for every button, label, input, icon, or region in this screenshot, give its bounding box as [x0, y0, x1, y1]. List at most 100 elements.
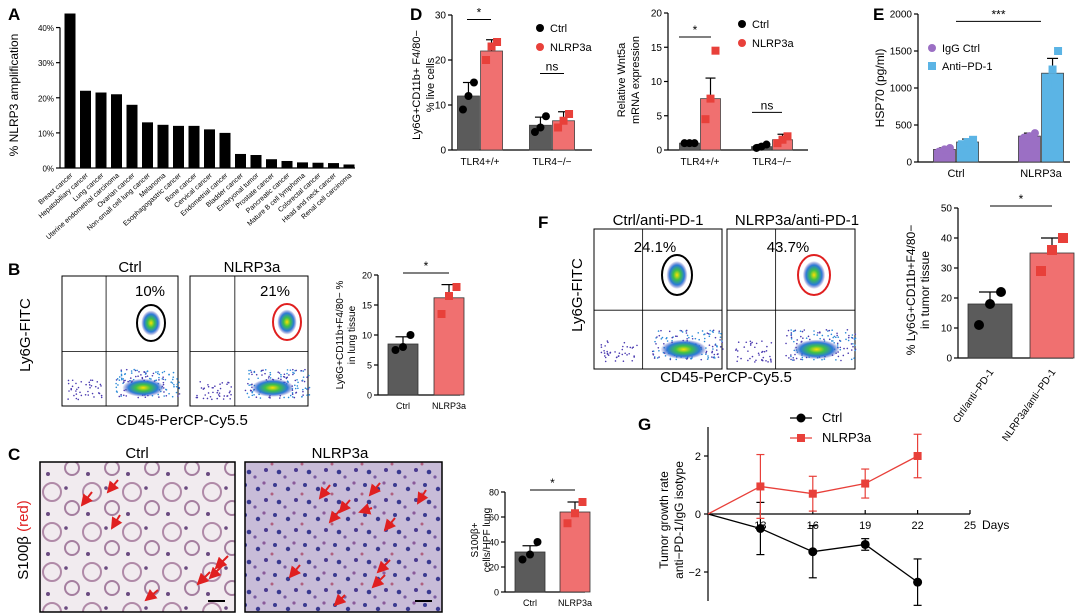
flow-dot: [94, 385, 97, 388]
flow-dot: [292, 368, 294, 371]
flow-dot: [707, 356, 710, 359]
panel-e-point: [958, 140, 967, 149]
flow-dot: [120, 374, 123, 377]
panel-d1-bar: [480, 50, 503, 151]
flow-dot: [603, 352, 606, 354]
flow-dot: [75, 397, 78, 400]
flow-dot: [199, 380, 202, 383]
flow-dot: [293, 396, 296, 399]
flow-dot: [206, 397, 209, 400]
panel-b-sig-label: *: [424, 259, 429, 273]
flow-plot-f-ctrl: [593, 228, 724, 370]
flow-dot: [73, 394, 75, 397]
flow-dot: [260, 369, 263, 372]
legend-antipd1-label: Anti−PD-1: [942, 61, 992, 73]
histology-arrow: [416, 489, 429, 505]
panel-d1-point: [536, 123, 545, 132]
flow-dot: [721, 340, 723, 342]
panel-b-y-tick-label: 0: [367, 391, 372, 401]
flow-dot: [703, 340, 706, 343]
flow-dot: [617, 355, 620, 357]
flow-dot: [116, 391, 118, 393]
flow-dot: [294, 379, 297, 382]
flow-dot: [89, 379, 92, 381]
flow-dot: [711, 330, 714, 332]
flow-dot: [120, 378, 123, 381]
flow-dot: [248, 396, 250, 398]
flow-dot: [165, 388, 167, 391]
flow-dot: [269, 373, 272, 376]
panel-d1-ylabel: % live cells: [425, 57, 437, 112]
panel-a-bar: [95, 92, 107, 168]
panel-label-e: E: [873, 5, 884, 24]
flow-dot: [133, 368, 135, 371]
flow-dot: [719, 336, 722, 338]
panel-f-point: [985, 299, 995, 309]
panel-g-ylabel: Tumor growth rate: [657, 471, 671, 569]
flow-dot: [821, 334, 824, 337]
flow-dot: [100, 396, 103, 399]
flow-dot: [813, 330, 815, 332]
flow-dot: [77, 386, 80, 389]
flow-dot: [87, 394, 90, 396]
flow-dot: [84, 393, 87, 396]
flow-dot: [657, 347, 660, 349]
legend-igg-label: IgG Ctrl: [942, 43, 980, 55]
panel-d1-point: [559, 116, 568, 125]
legend-antipd1-marker: [928, 62, 936, 70]
panel-a-y-tick-label: 0%: [42, 165, 54, 174]
flow-dot: [685, 332, 688, 334]
flow-dot: [621, 353, 624, 356]
flow-dot: [100, 385, 102, 387]
flow-dot: [823, 358, 826, 360]
flow-dot: [207, 383, 209, 386]
panel-d1-y-tick-label: 30: [435, 11, 447, 22]
panel-c-y-tick-label: 0: [494, 588, 499, 598]
flow-dot: [178, 393, 181, 395]
flow-dot: [794, 329, 797, 332]
flow-dot: [122, 382, 124, 385]
panel-a-chart: 0%10%20%30%40%Breast cancerHepatobiliary…: [7, 13, 355, 241]
flow-dot: [847, 336, 850, 339]
flow-dot: [836, 342, 839, 345]
panel-d2-point: [773, 139, 782, 148]
panel-d2-sig-label: ns: [761, 98, 774, 112]
flow-f-ctrl-title: Ctrl/anti-PD-1: [613, 212, 704, 229]
flow-dot: [801, 358, 804, 361]
flow-dot: [91, 392, 94, 395]
panel-a-bar: [111, 94, 122, 168]
flow-dot: [628, 352, 630, 355]
flow-dot: [666, 340, 669, 342]
flow-dot: [88, 384, 91, 386]
flow-dot: [137, 375, 139, 378]
flow-dot: [120, 377, 123, 380]
histology-ctrl-image: [39, 461, 236, 613]
panel-c-sig-label: *: [550, 476, 555, 490]
stain-label: S100β (red): [15, 500, 32, 580]
panel-f-ylabel: % Ly6G+CD11b+F4/80−: [904, 225, 918, 355]
flow-dot: [67, 382, 70, 385]
flow-dot: [607, 341, 609, 344]
panel-d1-point: [493, 38, 502, 46]
flow-dot: [230, 386, 233, 388]
flow-dot: [830, 340, 833, 342]
panel-b-point: [406, 331, 415, 339]
flow-dot: [75, 390, 77, 392]
panel-c-ylabel: cells/HPF lung: [482, 508, 493, 572]
flow-dot: [253, 371, 256, 374]
panel-d1-point: [530, 128, 539, 136]
panel-d2-sig-label: *: [693, 23, 698, 37]
panel-f-y-tick-label: 30: [941, 264, 953, 275]
flow-dot: [291, 393, 294, 396]
panel-e-y-tick-label: 0: [906, 158, 912, 169]
panel-g-point: [913, 577, 923, 587]
flow-dot: [854, 349, 856, 352]
panel-g-xlabel: Days: [982, 518, 1009, 532]
panel-e-point: [945, 143, 954, 152]
flow-dot: [292, 371, 294, 374]
panel-g-point: [808, 489, 817, 498]
flow-dot: [835, 359, 837, 361]
flow-dot: [144, 375, 147, 378]
legend-ctrl-marker: [796, 413, 806, 423]
flow-dot: [283, 396, 285, 399]
